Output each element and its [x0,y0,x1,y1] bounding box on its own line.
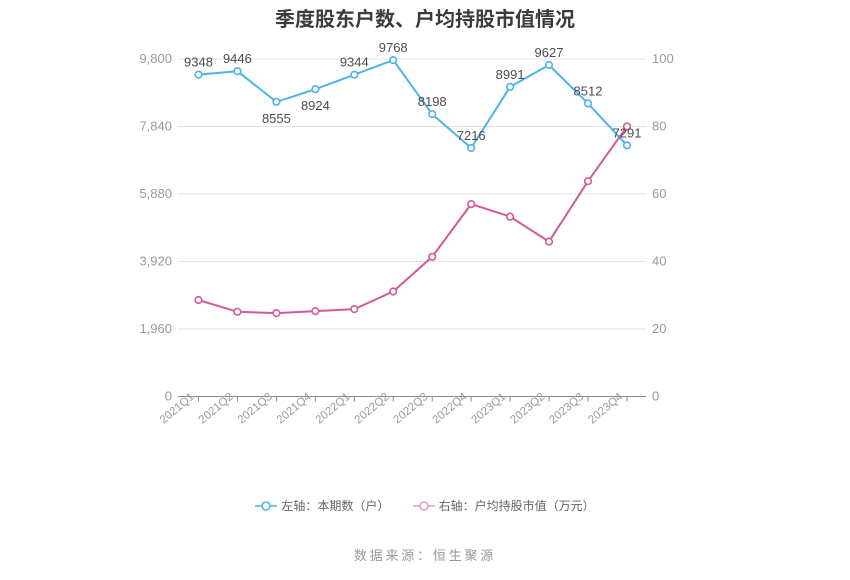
svg-text:0: 0 [165,389,172,404]
svg-text:3,920: 3,920 [139,254,172,269]
svg-text:2023Q4: 2023Q4 [586,391,626,427]
svg-text:9768: 9768 [379,40,408,55]
svg-text:8555: 8555 [262,111,291,126]
svg-text:20: 20 [652,321,666,336]
svg-text:7291: 7291 [613,125,642,140]
svg-text:2021Q1: 2021Q1 [158,391,197,427]
svg-text:8512: 8512 [574,83,603,98]
svg-text:8991: 8991 [496,67,525,82]
svg-text:9,800: 9,800 [139,51,172,66]
svg-text:5,880: 5,880 [139,186,172,201]
svg-text:7,840: 7,840 [139,119,172,134]
svg-text:2022Q4: 2022Q4 [430,391,470,427]
svg-text:7216: 7216 [457,128,486,143]
svg-text:80: 80 [652,119,666,134]
svg-text:9348: 9348 [184,55,213,70]
svg-text:100: 100 [652,51,674,66]
svg-text:9344: 9344 [340,55,369,70]
svg-text:8198: 8198 [418,94,447,109]
svg-text:9627: 9627 [535,45,564,60]
svg-text:9446: 9446 [223,51,252,66]
svg-text:2021Q4: 2021Q4 [275,391,315,427]
svg-text:0: 0 [652,389,659,404]
svg-text:1,960: 1,960 [139,321,172,336]
svg-text:60: 60 [652,186,666,201]
svg-text:40: 40 [652,254,666,269]
svg-text:8924: 8924 [301,98,330,113]
